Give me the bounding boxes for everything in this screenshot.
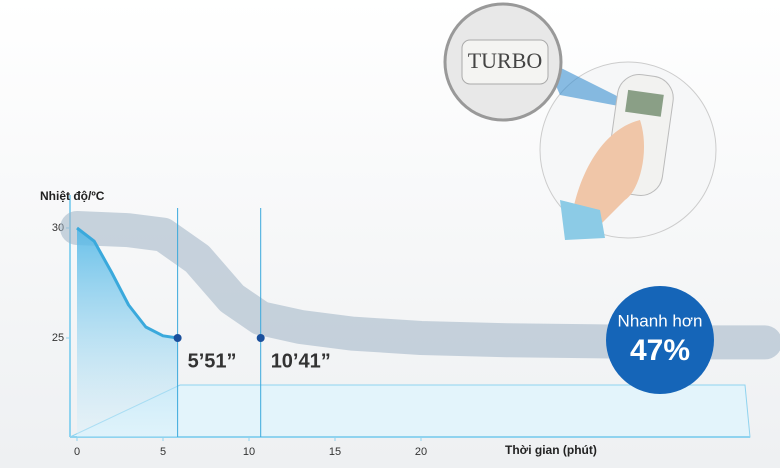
remote-illustration: TURBO: [443, 2, 717, 240]
series-band: [60, 211, 780, 360]
y-tick-label: 25: [52, 332, 64, 344]
turbo-button: [461, 39, 549, 85]
badge: [606, 286, 714, 394]
marker-label: 10’41”: [271, 350, 331, 372]
x-tick-label: 20: [415, 446, 427, 458]
remote-screen: [625, 89, 664, 117]
x-tick-label: 10: [243, 446, 255, 458]
badge-text: Nhanh hơn: [618, 311, 703, 330]
series-area: [77, 228, 178, 437]
x-tick-label: 5: [160, 446, 166, 458]
button-label: TURBO: [468, 48, 543, 73]
sleeve: [560, 200, 605, 240]
x-tick-label: 15: [329, 446, 341, 458]
marker: [256, 334, 265, 342]
x-axis-label: Thời gian (phút): [505, 443, 597, 457]
hand: [570, 120, 645, 230]
series-line: [76, 226, 178, 340]
y-axis-label: Nhiệt độ/ºC: [40, 189, 105, 203]
marker: [173, 334, 182, 342]
badge-value: 47%: [630, 334, 690, 367]
x-tick-label: 0: [74, 446, 80, 458]
beam: [545, 60, 640, 110]
marker-label: 5’51”: [188, 350, 237, 372]
